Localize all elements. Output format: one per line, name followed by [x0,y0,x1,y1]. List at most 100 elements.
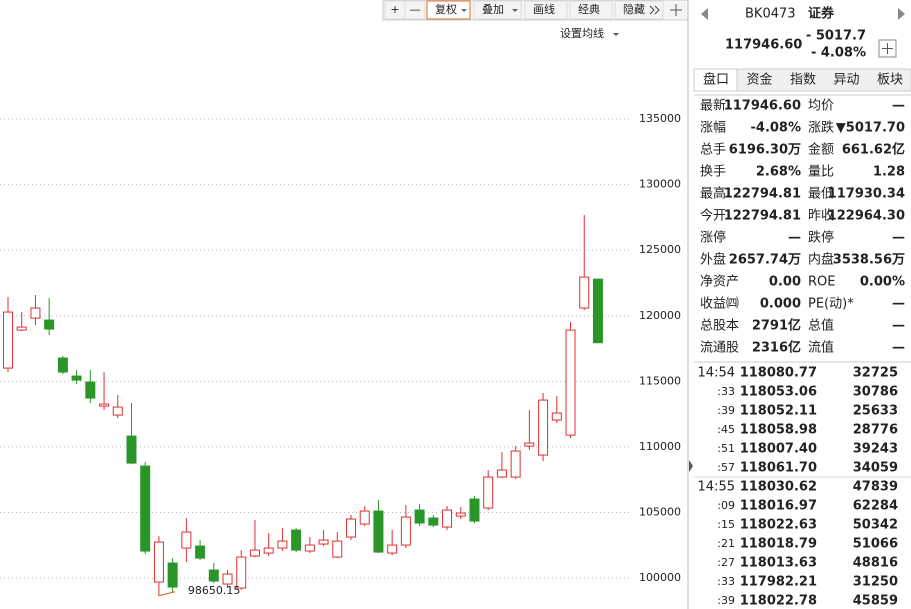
next-arrow[interactable] [898,8,905,20]
quote-label: 今开 [700,208,726,224]
candle-body [44,319,55,330]
trade-volume: 39243 [853,442,898,457]
quote-value: 117930.34 [828,187,905,202]
y-tick-label: 110000 [639,440,681,453]
candle-body [318,539,329,545]
tab[interactable]: 异动 [833,73,859,88]
tab[interactable]: 指数 [790,73,816,88]
collapse-handle[interactable] [689,460,693,472]
trade-volume: 28776 [853,423,898,438]
y-tick-label: 130000 [639,178,681,191]
candle-body [332,540,343,558]
candle-body [592,278,603,344]
trade-price: 118061.70 [740,461,817,476]
dropdown-icon [512,9,518,12]
settings-icon[interactable] [670,4,682,16]
candle-body [277,540,288,549]
candle-body [442,509,453,528]
candle-body [99,403,110,407]
annotation-line [158,591,176,597]
toolbar-button[interactable] [524,0,568,20]
candle-body [304,544,315,552]
y-tick-label: 100000 [639,571,681,584]
quote-value: 2791亿 [752,318,801,334]
candle-body [71,375,82,381]
expand-icon [649,5,660,15]
quote-value: 3538.56万 [833,253,905,268]
stock-code: BK0473 [745,7,796,22]
trade-price: 118022.63 [740,518,817,533]
y-tick-label: 115000 [639,374,681,387]
tab[interactable]: 板块 [877,73,903,88]
quote-label: 流通股 [700,341,739,356]
trade-time: :27 [717,556,735,569]
candle-body [3,311,13,369]
quote-value: ▼5017.70 [836,121,905,136]
trade-price: 118018.79 [740,537,817,552]
toolbar-button[interactable] [426,0,471,20]
candle-body [263,547,274,554]
quote-value: 661.62亿 [842,142,905,158]
trade-volume: 34059 [853,461,898,476]
candle-body [208,569,219,582]
dropdown-icon [613,33,619,36]
candle-body [140,465,151,552]
candle-body [153,541,164,583]
ma-menu[interactable]: 设置均线 [560,26,604,40]
toolbar-button[interactable] [404,0,426,20]
quote-label: PE(动)* [808,297,854,312]
trade-time: :57 [717,461,735,474]
quote-label: ROE [808,275,835,290]
quote-value: — [788,231,801,246]
quote-value: 2657.74万 [729,253,801,268]
quote-value: 0.00 [769,275,801,290]
quote-label: 涨跌 [808,120,834,136]
quote-value: 122964.30 [828,209,905,224]
candle-body [167,562,178,588]
quote-value: 117946.60 [724,99,801,114]
toolbar-button[interactable] [473,0,522,20]
toolbar-label: — [410,3,421,16]
prev-arrow[interactable] [701,8,708,20]
candle-body [538,399,549,456]
candle-body [126,435,137,464]
candle-body [428,517,439,526]
quote-label: 总股本 [700,319,739,334]
trade-price: 118080.77 [740,366,817,381]
quote-value: 122794.81 [724,187,801,202]
change: - 5017.7 [806,29,866,44]
candle-body [85,381,96,399]
quote-label: 净资产 [700,275,739,290]
candle-body [16,326,27,331]
trade-time: :39 [717,594,735,607]
trade-price: 118053.06 [740,385,817,400]
quote-value: 6196.30万 [729,143,801,158]
quote-label: 跌停 [808,230,834,246]
quote-label: 收益㈣ [700,297,739,312]
trade-price: 118030.62 [740,480,817,495]
candle-body [496,469,507,478]
tab[interactable]: 盘口 [703,72,729,88]
quote-label: 总值 [808,318,834,334]
candle-body [510,450,521,478]
candle-body [565,329,576,436]
last-price: 117946.60 [725,38,802,53]
quote-label: 最低 [808,187,834,202]
trade-time: :15 [717,518,735,531]
tab[interactable]: 资金 [746,72,772,88]
trade-price: 118022.78 [740,594,817,609]
trade-time: :21 [717,537,735,550]
quote-label: 昨收 [808,209,834,224]
candle-body [414,509,425,524]
candle-body [400,516,411,546]
toolbar-button[interactable] [614,0,664,20]
trade-volume: 50342 [853,518,898,533]
candle-body [359,510,370,525]
quote-label: 换手 [700,165,726,180]
quote-value: — [892,99,905,114]
trade-volume: 45859 [853,594,898,609]
quote-label: 内盘 [808,252,834,268]
toolbar-button[interactable] [569,0,613,20]
candle-body [30,307,41,319]
trade-price: 117982.21 [740,575,817,590]
